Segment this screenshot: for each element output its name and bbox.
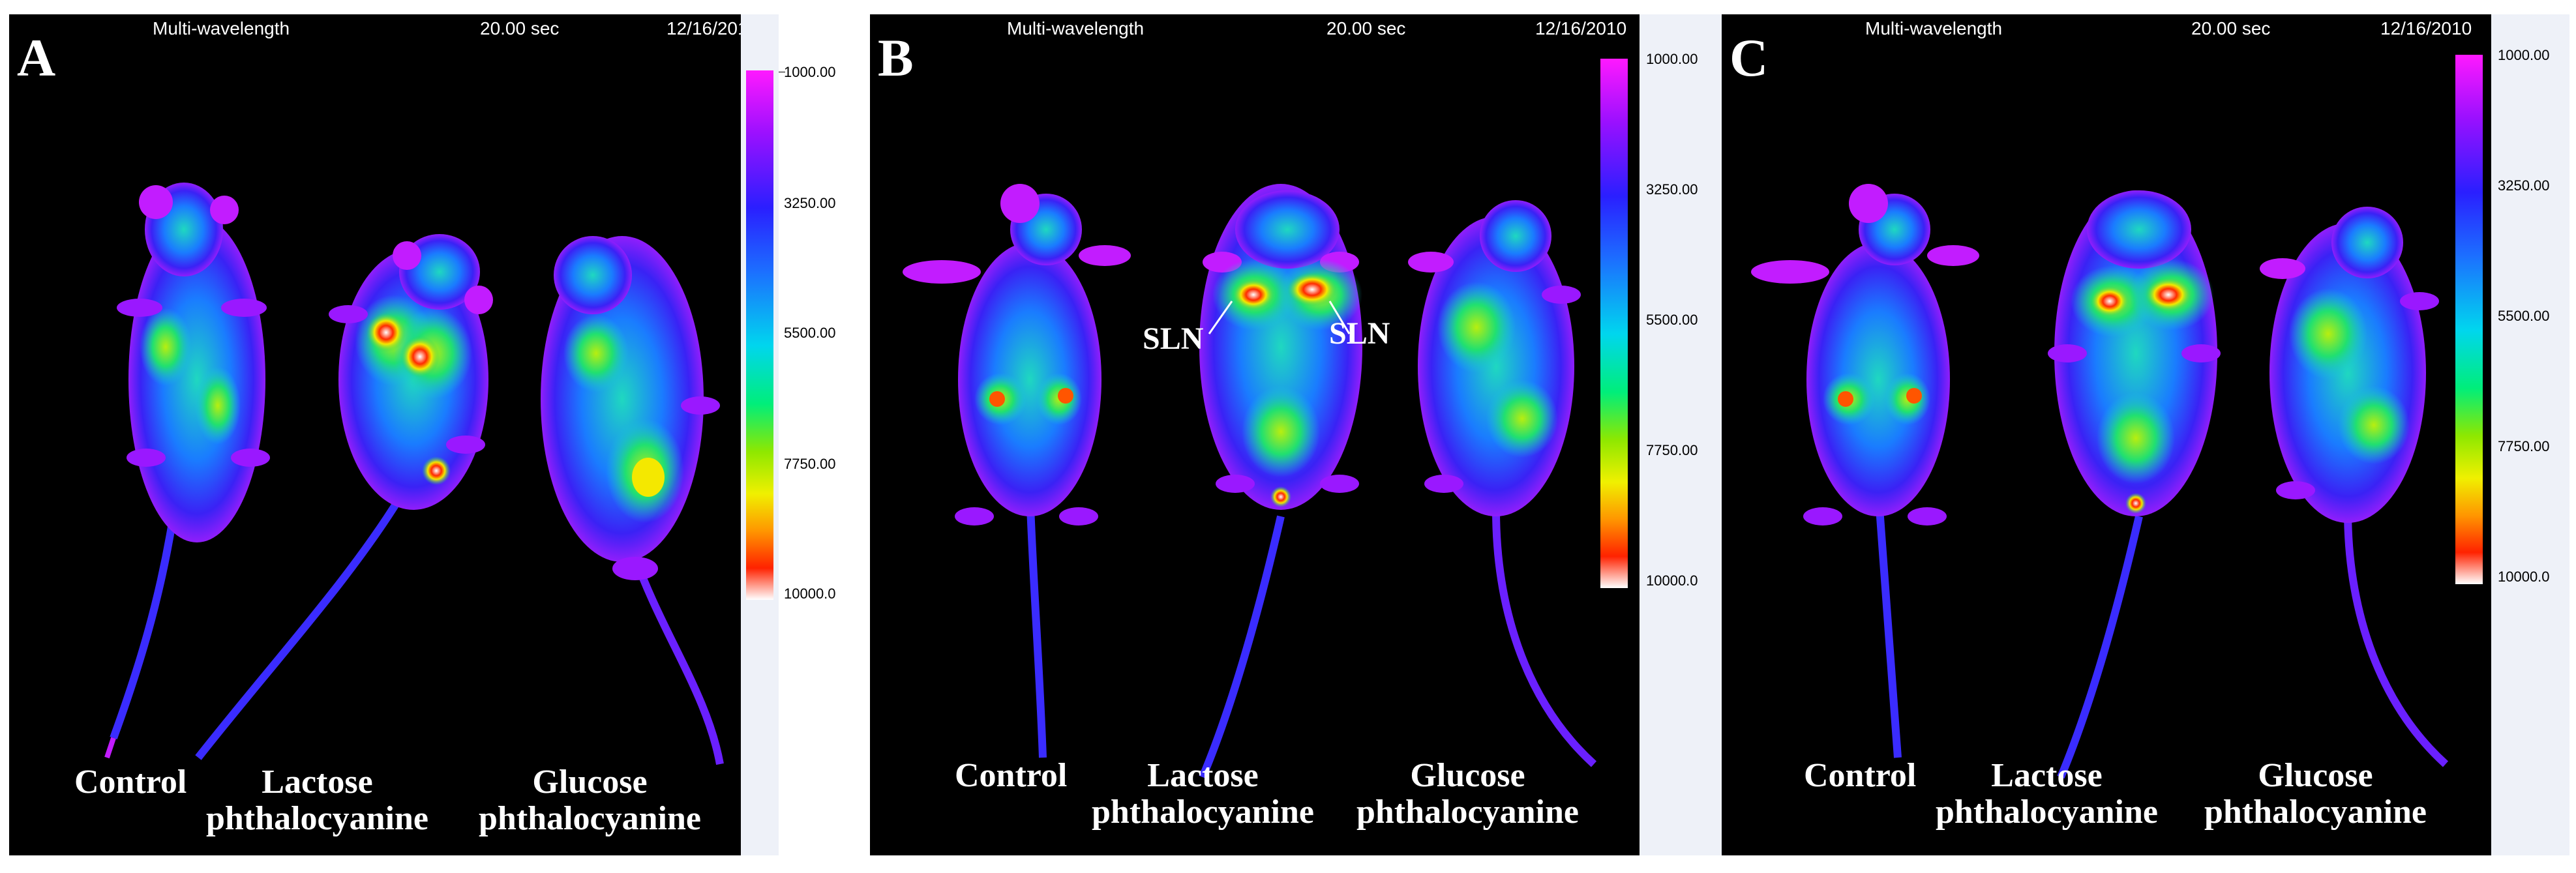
- panel-letter: C: [1730, 28, 1769, 87]
- mouse-images: [104, 183, 724, 765]
- scale-ticks: 1000.00 3250.00 5500.00 7750.00 10000.0: [9, 14, 836, 855]
- panel-c: Multi-wavelength 20.00 sec 12/16/2010 C: [1722, 14, 2569, 855]
- scale-tick: 3250.00: [2498, 177, 2550, 194]
- mouse-images: [903, 184, 1597, 779]
- lactose-mouse: [1199, 184, 1362, 779]
- scale-tick: 7750.00: [784, 456, 836, 472]
- scale-tick: 3250.00: [1646, 181, 1698, 198]
- label-lactose: Lactose phthalocyanine: [1092, 757, 1314, 831]
- scale-tick: 5500.00: [1646, 312, 1698, 328]
- header-exposure: 20.00 sec: [1326, 18, 1406, 38]
- panel-letter: B: [878, 28, 914, 87]
- control-mouse: [104, 183, 270, 759]
- scale-tick: 10000.0: [2498, 569, 2550, 585]
- color-scale-strip: [2491, 14, 2569, 855]
- scale-tick: 5500.00: [784, 325, 836, 341]
- panel-a: Multi-wavelength 20.00 sec 12/16/2010 A: [9, 14, 836, 855]
- scale-ticks: 1000.00 3250.00 5500.00 7750.00 10000.0: [870, 14, 1698, 855]
- glucose-mouse: [2260, 207, 2449, 767]
- scale-tick: 1000.00: [784, 64, 836, 80]
- glucose-mouse: [541, 236, 724, 765]
- header-mode: Multi-wavelength: [1865, 18, 2003, 38]
- label-lactose: Lactose phthalocyanine: [1936, 757, 2158, 831]
- sln-annotation: SLN: [1143, 321, 1204, 356]
- scale-ticks: 1000.00 3250.00 5500.00 7750.00 10000.0: [1722, 14, 2569, 855]
- scale-tick: 1000.00: [2498, 47, 2550, 63]
- label-lactose: Lactose phthalocyanine: [206, 763, 428, 837]
- mouse-images: [1751, 184, 2449, 779]
- panel-c-image: Multi-wavelength 20.00 sec 12/16/2010 C: [1722, 14, 2491, 855]
- scale-tick: 7750.00: [1646, 442, 1698, 458]
- header-mode: Multi-wavelength: [153, 18, 290, 38]
- scale-tick: 1000.00: [1646, 51, 1698, 67]
- label-glucose: Glucose phthalocyanine: [1356, 757, 1579, 831]
- scale-tick: 3250.00: [784, 195, 836, 211]
- lactose-mouse: [195, 234, 493, 760]
- header-date: 12/16/2010: [1535, 18, 1627, 38]
- label-glucose: Glucose phthalocyanine: [2204, 757, 2427, 831]
- header-exposure: 20.00 sec: [2191, 18, 2271, 38]
- panel-letter: A: [17, 28, 56, 87]
- glucose-mouse: [1408, 200, 1597, 767]
- panel-b: Multi-wavelength 20.00 sec 12/16/2010 B: [870, 14, 1750, 855]
- label-control: Control: [955, 757, 1068, 794]
- label-glucose: Glucose phthalocyanine: [479, 763, 701, 837]
- color-scale-bar: [2455, 55, 2483, 584]
- header-mode: Multi-wavelength: [1007, 18, 1145, 38]
- control-mouse: [903, 184, 1131, 758]
- scale-tick: 5500.00: [2498, 308, 2550, 324]
- control-mouse: [1751, 184, 1979, 758]
- label-control: Control: [1804, 757, 1917, 794]
- color-scale-bar: [1600, 59, 1628, 588]
- scale-tick: 7750.00: [2498, 438, 2550, 454]
- color-scale-bar: [746, 70, 773, 600]
- header-date: 12/16/2010: [2380, 18, 2472, 38]
- panel-a-image: Multi-wavelength 20.00 sec 12/16/2010 A: [9, 14, 741, 855]
- scale-tick: 10000.0: [1646, 572, 1698, 589]
- panel-b-image: Multi-wavelength 20.00 sec 12/16/2010 B: [870, 14, 1640, 855]
- scale-tick: 10000.0: [784, 585, 836, 602]
- header-date: 12/16/2010: [666, 18, 741, 38]
- header-exposure: 20.00 sec: [480, 18, 560, 38]
- lactose-mouse: [2048, 190, 2221, 779]
- label-control: Control: [74, 763, 187, 801]
- sln-annotation: SLN: [1329, 316, 1390, 351]
